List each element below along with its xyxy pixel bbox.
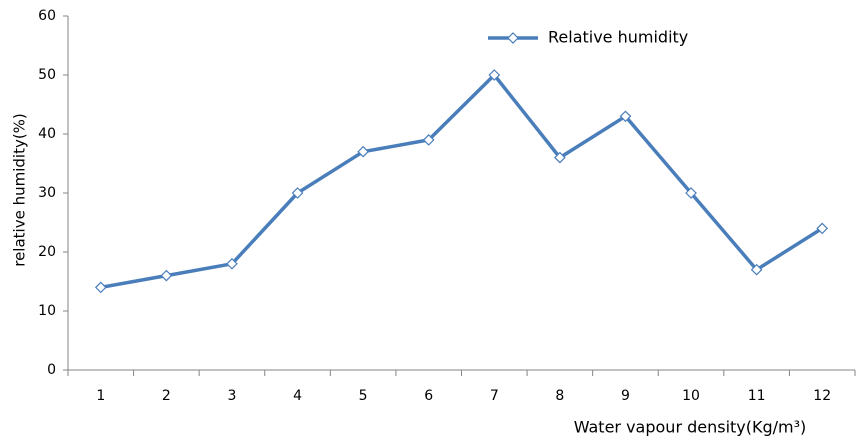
x-tick-label: 1 <box>96 388 105 404</box>
x-tick-label: 9 <box>621 388 630 404</box>
y-axis-label: relative humidity(%) <box>11 113 29 267</box>
x-axis-label: Water vapour density(Kg/m³) <box>574 418 807 437</box>
y-tick-label: 50 <box>38 67 56 83</box>
y-tick-label: 30 <box>38 185 56 201</box>
x-tick-label: 2 <box>162 388 171 404</box>
point-marker <box>685 187 697 199</box>
point-marker <box>291 187 304 199</box>
legend-marker <box>507 32 519 44</box>
x-tick-label: 7 <box>490 388 499 404</box>
x-tick-label: 12 <box>813 388 831 404</box>
point-marker <box>160 269 173 282</box>
x-tick-label: 5 <box>359 388 368 404</box>
point-marker <box>357 145 369 158</box>
x-tick-label: 3 <box>227 388 236 404</box>
x-tick-label: 6 <box>424 388 433 404</box>
y-tick-label: 60 <box>38 8 56 24</box>
y-tick-label: 0 <box>47 362 56 378</box>
point-marker <box>816 222 829 235</box>
series-line <box>100 73 824 290</box>
x-tick-label: 11 <box>748 388 766 404</box>
y-tick-label: 40 <box>38 126 56 142</box>
x-tick-label: 10 <box>682 388 700 404</box>
point-marker <box>422 134 435 146</box>
x-tick-label: 8 <box>555 388 564 404</box>
x-tick-label: 4 <box>293 388 302 404</box>
legend-label: Relative humidity <box>548 28 688 47</box>
point-marker <box>488 69 501 81</box>
point-marker <box>619 110 632 123</box>
y-tick-label: 20 <box>38 244 56 260</box>
point-marker <box>554 151 566 164</box>
point-marker <box>750 263 763 276</box>
point-marker <box>94 281 107 294</box>
y-tick-label: 10 <box>38 303 56 319</box>
point-marker <box>226 257 238 270</box>
